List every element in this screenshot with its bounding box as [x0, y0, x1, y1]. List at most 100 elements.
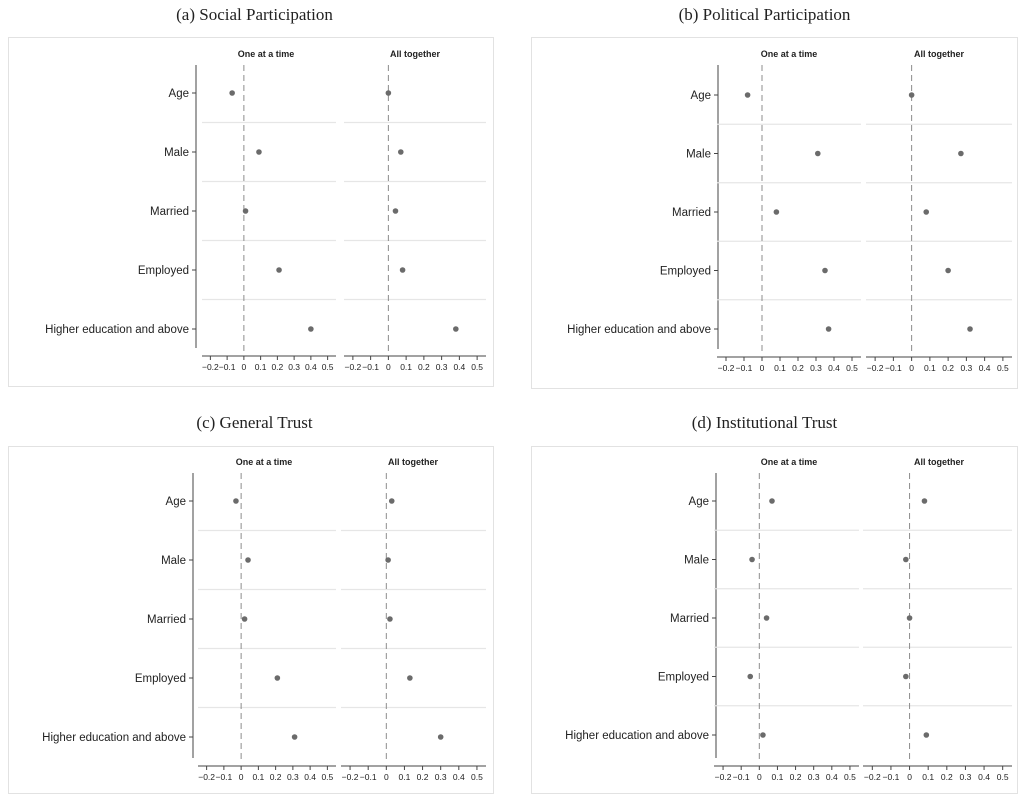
- x-tick-label-c-0-0: −0.2: [198, 772, 215, 782]
- category-label-c-4: Higher education and above: [42, 732, 186, 744]
- category-label-d-1: Male: [684, 555, 709, 567]
- x-tick-label-d-0-1: −0.1: [733, 772, 750, 782]
- facet-label-b-1: All together: [914, 49, 964, 59]
- category-label-c-3: Employed: [135, 673, 186, 685]
- point-c-1-1: [385, 557, 391, 563]
- x-tick-label-d-0-7: 0.5: [844, 772, 856, 782]
- x-tick-label-c-1-4: 0.2: [417, 772, 429, 782]
- point-c-1-2: [387, 616, 393, 622]
- x-tick-label-d-1-2: 0: [907, 772, 912, 782]
- point-d-1-2: [906, 615, 913, 621]
- x-tick-label-a-1-3: 0.1: [400, 362, 412, 372]
- category-label-c-0: Age: [166, 496, 186, 508]
- x-tick-label-a-1-1: −0.1: [362, 362, 379, 372]
- category-label-b-3: Employed: [660, 266, 711, 278]
- x-tick-label-d-1-4: 0.2: [941, 772, 953, 782]
- panel-frame-a: [8, 37, 494, 387]
- point-b-0-3: [822, 267, 828, 274]
- facet-label-d-1: All together: [914, 457, 964, 467]
- x-tick-label-b-0-0: −0.2: [718, 363, 735, 373]
- x-tick-label-a-1-7: 0.5: [471, 362, 483, 372]
- point-c-0-3: [274, 675, 281, 681]
- point-c-0-4: [291, 734, 298, 740]
- point-a-1-2: [392, 208, 399, 214]
- x-tick-label-b-1-1: −0.1: [885, 363, 902, 373]
- point-a-0-1: [256, 149, 262, 155]
- x-tick-label-c-1-6: 0.4: [453, 772, 465, 782]
- category-label-c-2: Married: [147, 614, 186, 626]
- category-label-a-1: Male: [164, 147, 189, 159]
- x-tick-label-d-0-0: −0.2: [715, 772, 732, 782]
- x-tick-label-c-1-7: 0.5: [471, 772, 483, 782]
- x-tick-label-c-1-2: 0: [384, 772, 389, 782]
- facet-label-c-0: One at a time: [236, 457, 293, 467]
- x-tick-label-c-0-3: 0.1: [252, 772, 264, 782]
- x-tick-label-b-1-7: 0.5: [997, 363, 1009, 373]
- facet-label-a-0: One at a time: [238, 49, 295, 59]
- x-tick-label-b-1-4: 0.2: [942, 363, 954, 373]
- x-tick-label-b-1-3: 0.1: [924, 363, 936, 373]
- category-label-b-4: Higher education and above: [567, 324, 711, 336]
- category-label-b-2: Married: [672, 207, 711, 219]
- point-a-1-4: [453, 326, 459, 332]
- x-tick-label-b-0-2: 0: [760, 363, 765, 373]
- point-d-0-2: [763, 615, 770, 621]
- category-label-b-1: Male: [686, 149, 711, 161]
- x-tick-label-c-0-1: −0.1: [215, 772, 232, 782]
- x-tick-label-b-1-5: 0.3: [960, 363, 972, 373]
- panel-title-a: (a) Social Participation: [176, 5, 333, 24]
- x-tick-label-d-1-3: 0.1: [922, 772, 934, 782]
- x-tick-label-d-1-1: −0.1: [883, 772, 900, 782]
- category-label-a-4: Higher education and above: [45, 324, 189, 336]
- point-a-0-3: [276, 267, 282, 273]
- point-c-1-0: [388, 498, 395, 504]
- point-d-1-4: [923, 732, 930, 738]
- x-tick-label-d-0-2: 0: [757, 772, 762, 782]
- x-tick-label-b-0-5: 0.3: [810, 363, 822, 373]
- point-c-1-4: [437, 734, 444, 740]
- point-b-1-0: [908, 92, 915, 98]
- point-b-1-4: [967, 326, 973, 332]
- x-tick-label-c-0-4: 0.2: [270, 772, 282, 782]
- category-label-d-0: Age: [689, 496, 709, 508]
- x-tick-label-a-0-0: −0.2: [202, 362, 219, 372]
- point-b-0-0: [744, 92, 751, 98]
- x-tick-label-b-0-4: 0.2: [792, 363, 804, 373]
- x-tick-label-c-1-3: 0.1: [399, 772, 411, 782]
- point-a-0-0: [229, 90, 235, 96]
- x-tick-label-d-0-3: 0.1: [772, 772, 784, 782]
- point-a-1-0: [385, 90, 392, 96]
- x-tick-label-a-0-4: 0.2: [271, 362, 283, 372]
- point-d-1-1: [903, 556, 909, 563]
- category-label-d-3: Employed: [658, 672, 709, 684]
- category-label-a-2: Married: [150, 206, 189, 218]
- category-label-a-0: Age: [169, 88, 189, 100]
- x-tick-label-d-0-4: 0.2: [790, 772, 802, 782]
- point-b-0-4: [825, 326, 832, 332]
- point-d-0-4: [760, 732, 766, 738]
- x-tick-label-c-0-5: 0.3: [287, 772, 299, 782]
- point-d-0-1: [749, 556, 755, 563]
- x-tick-label-b-1-0: −0.2: [867, 363, 884, 373]
- category-label-b-0: Age: [691, 90, 711, 102]
- x-tick-label-d-1-7: 0.5: [997, 772, 1009, 782]
- point-b-0-2: [773, 209, 780, 215]
- x-tick-label-c-0-6: 0.4: [304, 772, 316, 782]
- x-tick-label-a-0-5: 0.3: [288, 362, 300, 372]
- x-tick-label-a-0-2: 0: [242, 362, 247, 372]
- point-d-0-0: [769, 498, 775, 504]
- facet-label-c-1: All together: [388, 457, 438, 467]
- facet-label-b-0: One at a time: [761, 49, 818, 59]
- x-tick-label-b-1-6: 0.4: [979, 363, 991, 373]
- point-b-1-3: [945, 267, 951, 274]
- x-tick-label-a-1-0: −0.2: [344, 362, 361, 372]
- point-c-1-3: [407, 675, 413, 681]
- x-tick-label-a-0-6: 0.4: [305, 362, 317, 372]
- x-tick-label-d-1-5: 0.3: [960, 772, 972, 782]
- category-label-a-3: Employed: [138, 265, 189, 277]
- x-tick-label-c-1-1: −0.1: [360, 772, 377, 782]
- x-tick-label-a-0-3: 0.1: [255, 362, 267, 372]
- x-tick-label-d-0-6: 0.4: [826, 772, 838, 782]
- category-label-d-2: Married: [670, 613, 709, 625]
- point-b-1-1: [958, 150, 964, 157]
